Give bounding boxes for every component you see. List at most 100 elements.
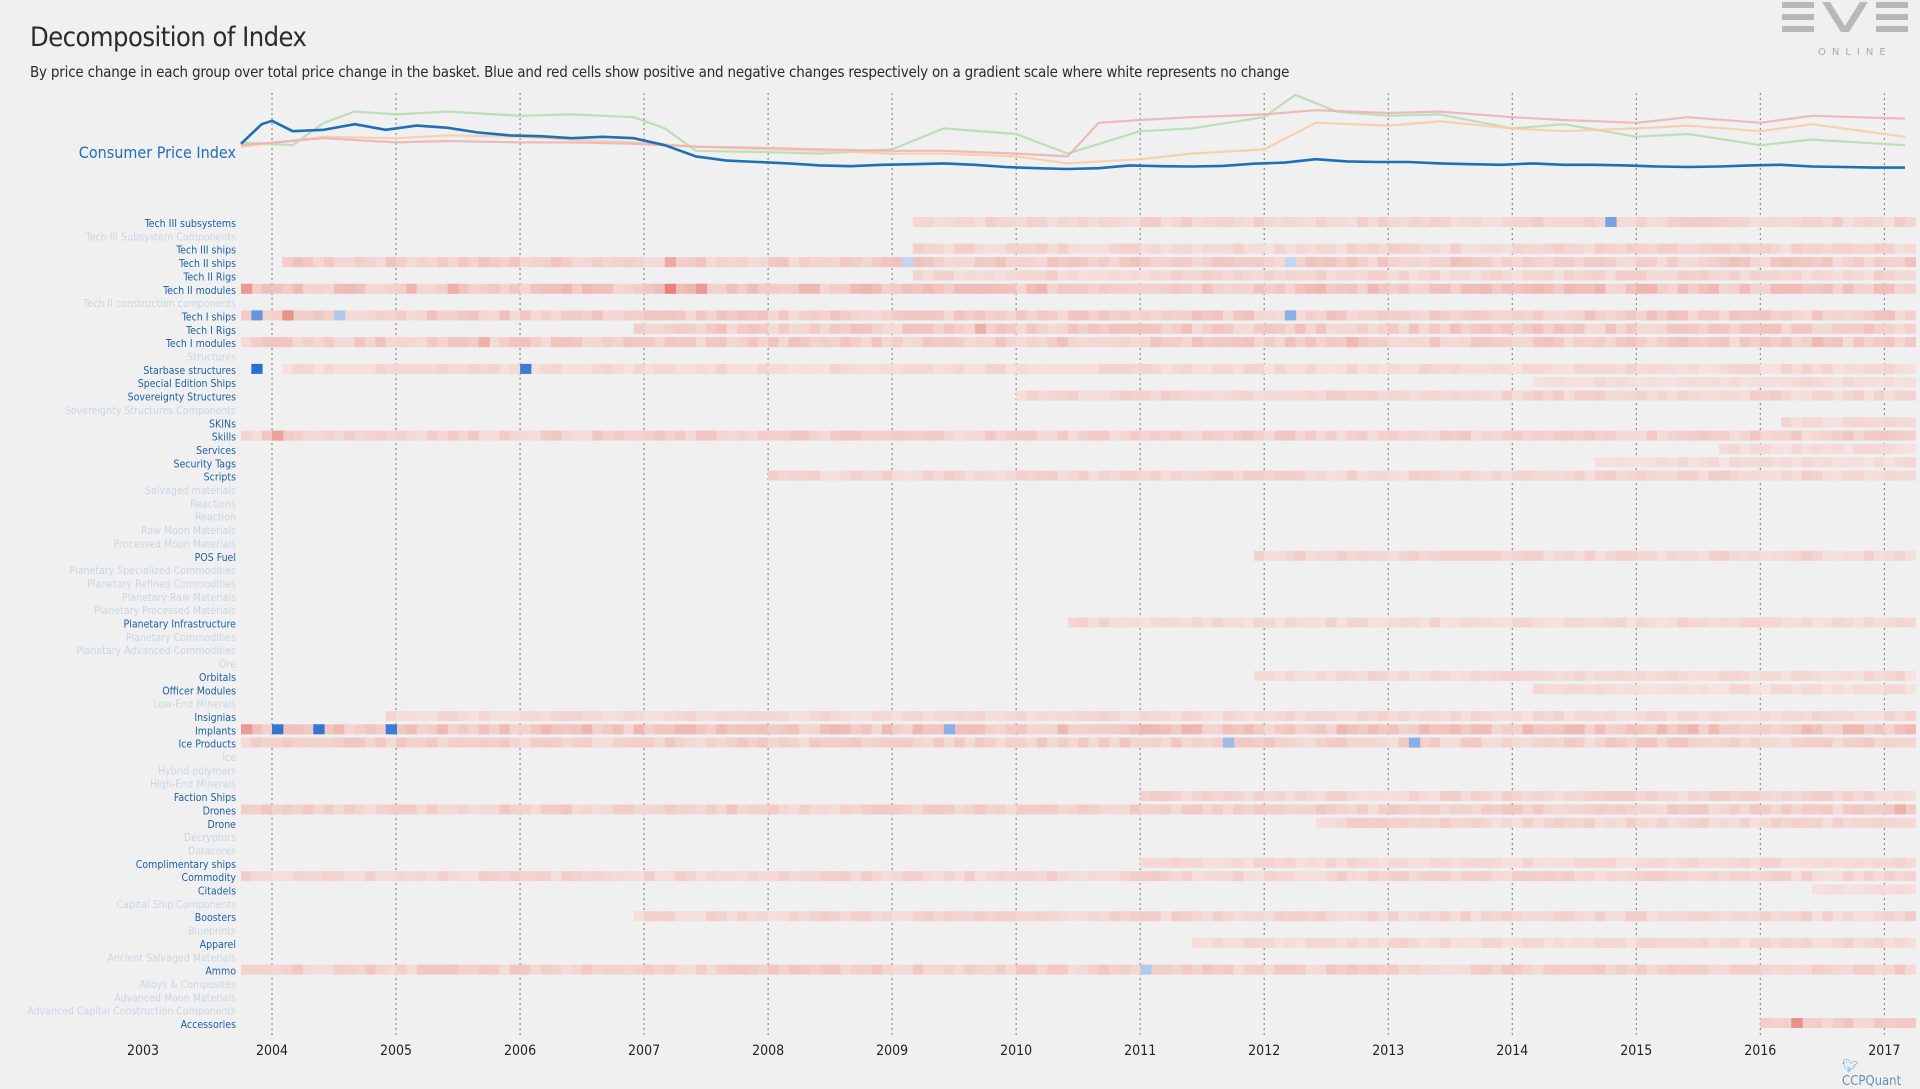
heat-cell bbox=[1481, 724, 1493, 735]
heat-cell bbox=[1429, 711, 1441, 721]
heat-cell bbox=[1460, 670, 1472, 681]
heat-cell bbox=[1750, 470, 1761, 481]
heat-cell bbox=[1191, 911, 1203, 922]
heat-cell bbox=[1698, 871, 1710, 882]
heat-cell bbox=[1357, 737, 1369, 748]
heat-cell bbox=[1367, 310, 1379, 321]
heat-cell bbox=[1253, 737, 1265, 748]
heat-cell bbox=[954, 470, 965, 481]
heat-cell bbox=[1377, 323, 1389, 334]
heat-cell bbox=[695, 430, 707, 441]
heat-cell bbox=[1098, 804, 1110, 815]
heat-cell bbox=[1202, 911, 1214, 922]
heat-cell bbox=[602, 964, 614, 975]
heat-cell bbox=[1377, 430, 1389, 441]
heat-cell bbox=[995, 283, 1007, 294]
heat-cell bbox=[1739, 550, 1751, 561]
heat-cell bbox=[1801, 1018, 1813, 1028]
heat-cell bbox=[1729, 617, 1741, 628]
heat-cell bbox=[1305, 470, 1317, 481]
heat-cell bbox=[499, 724, 511, 735]
heat-cell bbox=[768, 724, 779, 735]
heat-cell bbox=[954, 964, 965, 975]
heat-cell bbox=[1336, 310, 1348, 321]
heat-cell bbox=[1667, 670, 1679, 681]
heat-cell bbox=[1512, 724, 1524, 735]
heat-cell bbox=[1233, 711, 1245, 721]
heat-cell bbox=[303, 310, 314, 321]
heat-cell bbox=[1708, 737, 1720, 748]
heat-cell bbox=[1594, 937, 1606, 948]
heat-cell bbox=[1233, 911, 1245, 922]
heat-cell bbox=[1646, 390, 1658, 401]
heat-cell bbox=[1584, 937, 1596, 948]
heat-cell bbox=[1781, 684, 1792, 695]
heat-cell bbox=[1625, 670, 1637, 681]
heat-cell bbox=[1357, 550, 1369, 561]
heat-cell bbox=[1367, 804, 1379, 815]
heat-cell bbox=[1377, 817, 1389, 828]
heat-cell bbox=[1553, 243, 1565, 254]
heat-cell bbox=[1832, 337, 1844, 348]
heat-cell bbox=[1708, 377, 1720, 388]
heat-cell bbox=[675, 283, 686, 294]
heat-cell bbox=[489, 724, 500, 735]
heat-cell bbox=[1605, 310, 1617, 321]
heat-cell bbox=[1470, 724, 1482, 735]
heat-cell bbox=[1140, 911, 1152, 922]
heat-cell bbox=[1708, 390, 1720, 401]
row-label: Security Tags bbox=[173, 458, 236, 470]
heat-cell bbox=[1574, 711, 1586, 721]
heat-cell bbox=[1863, 323, 1875, 334]
heat-cell bbox=[1388, 283, 1400, 294]
heat-cell bbox=[1253, 270, 1265, 281]
heat-cell bbox=[1243, 257, 1255, 268]
heat-cell bbox=[644, 737, 655, 748]
heat-cell bbox=[1036, 724, 1048, 735]
heat-cell bbox=[685, 257, 697, 268]
heat-cell bbox=[1171, 804, 1183, 815]
heat-cell bbox=[747, 310, 759, 321]
heat-cell bbox=[1460, 711, 1472, 721]
heat-cell bbox=[1594, 550, 1606, 561]
ccpquant-brand[interactable]: 🐦︎CCPQuant bbox=[1842, 1059, 1920, 1089]
heat-cell bbox=[1605, 684, 1617, 695]
heat-cell bbox=[1088, 257, 1100, 268]
heat-cell bbox=[540, 724, 552, 735]
heat-cell bbox=[571, 737, 583, 748]
heat-cell bbox=[1801, 257, 1813, 268]
heat-cell bbox=[1646, 804, 1658, 815]
heat-cell bbox=[1760, 390, 1772, 401]
heat-cell bbox=[1853, 323, 1865, 334]
heat-cell bbox=[1253, 283, 1265, 294]
row-label: Special Edition Ships bbox=[138, 378, 236, 390]
heat-cell bbox=[1812, 937, 1823, 948]
heat-cell bbox=[747, 711, 759, 721]
heat-cell bbox=[1388, 724, 1400, 735]
heat-cell bbox=[1295, 243, 1307, 254]
heat-cell bbox=[1501, 550, 1513, 561]
heat-cell bbox=[1563, 724, 1575, 735]
heat-cell bbox=[1129, 964, 1141, 975]
heat-cell bbox=[1739, 310, 1751, 321]
heat-cell bbox=[747, 871, 759, 882]
heat-cell bbox=[1750, 337, 1761, 348]
heat-cell bbox=[406, 737, 418, 748]
heat-cell bbox=[1781, 857, 1792, 868]
heat-cell bbox=[1832, 711, 1844, 721]
heat-cell bbox=[1315, 857, 1327, 868]
heat-cell bbox=[1677, 937, 1689, 948]
heat-cell bbox=[1667, 377, 1679, 388]
heat-cell bbox=[447, 310, 459, 321]
heat-cell bbox=[1346, 911, 1358, 922]
heat-cell bbox=[1832, 791, 1844, 801]
heat-cell bbox=[1160, 323, 1172, 334]
heat-cell bbox=[1408, 243, 1420, 254]
heat-cell bbox=[1388, 310, 1400, 321]
heat-cell bbox=[1822, 363, 1834, 374]
heat-cell bbox=[1563, 550, 1575, 561]
heat-cell bbox=[809, 911, 821, 922]
heat-cell bbox=[737, 911, 748, 922]
heat-cell bbox=[1264, 270, 1276, 281]
heat-cell bbox=[1408, 911, 1420, 922]
